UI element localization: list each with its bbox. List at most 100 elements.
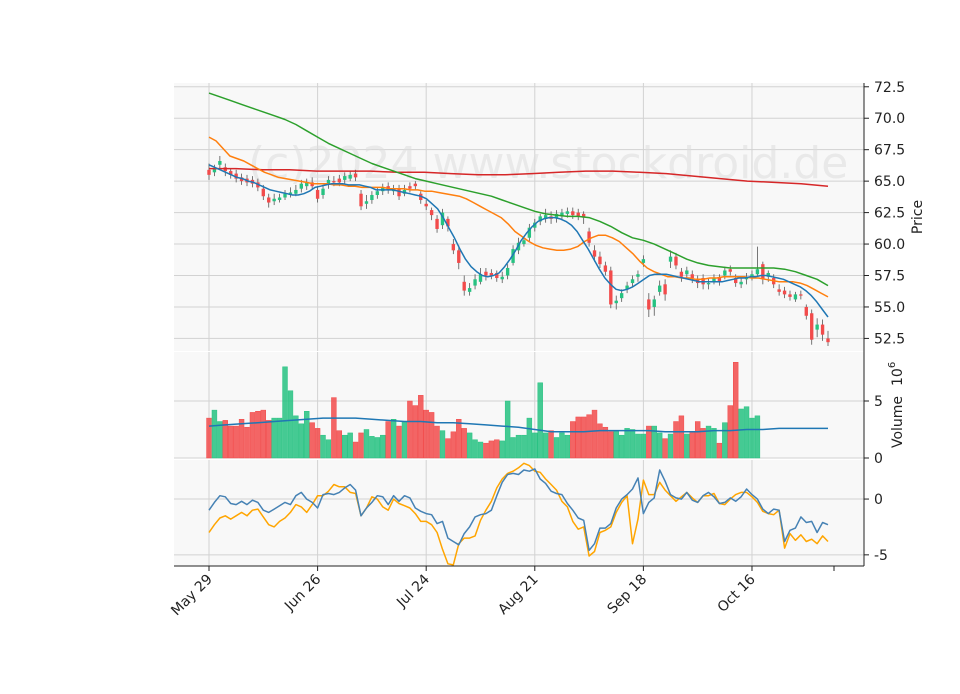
candle-body <box>810 313 814 340</box>
volume-bar <box>287 390 294 459</box>
volume-bar <box>705 425 712 459</box>
volume-bar <box>331 397 337 459</box>
candle-body <box>625 285 629 290</box>
candle-body <box>337 178 341 183</box>
volume-bar <box>667 433 674 459</box>
candle-body <box>717 278 722 282</box>
candle-body <box>793 294 798 300</box>
volume-bar <box>749 417 755 459</box>
candle-body <box>598 256 602 265</box>
volume-bar <box>575 416 581 459</box>
candle-body <box>343 176 347 180</box>
price-tick-label: 65.0 <box>874 174 905 190</box>
candle-body <box>668 256 673 262</box>
volume-bar <box>564 434 571 459</box>
volume-bar <box>618 434 625 459</box>
volume-bar <box>602 426 609 459</box>
candle-body <box>294 189 298 194</box>
candle-body <box>370 194 374 201</box>
volume-bar <box>363 429 370 459</box>
volume-bar <box>477 441 484 459</box>
candle-body <box>348 174 352 179</box>
oscillator-blue-line <box>208 468 829 552</box>
volume-exponent-label: 106 <box>887 362 906 386</box>
candle-body <box>283 193 287 198</box>
candle-body <box>315 189 320 199</box>
candle-body <box>674 256 678 266</box>
volume-bar <box>380 434 386 459</box>
candle-body <box>663 284 667 295</box>
price-axis-label: Price <box>910 200 926 234</box>
volume-bar <box>537 382 543 459</box>
volume-bar <box>743 406 750 459</box>
price-tick-label: 52.5 <box>874 331 905 347</box>
candle-body <box>636 274 640 277</box>
volume-bar <box>515 434 522 459</box>
volume-bar <box>553 437 560 459</box>
volume-bar <box>450 431 457 459</box>
volume-bar <box>727 405 733 459</box>
x-tick-label: May 29 <box>168 572 216 620</box>
candle-body <box>592 250 597 257</box>
candle-body <box>261 188 265 197</box>
volume-bar <box>504 400 511 459</box>
candle-body <box>761 264 765 280</box>
volume-bar <box>309 422 315 459</box>
volume-bar <box>385 421 391 459</box>
volume-bar <box>217 421 223 459</box>
panel-backgrounds <box>174 83 864 566</box>
candle-body <box>272 198 276 202</box>
volume-bar <box>694 421 701 459</box>
candle-body <box>429 210 434 216</box>
oscillator-panel-bg <box>174 460 864 566</box>
candle-body <box>310 182 314 187</box>
candle-body <box>299 183 303 189</box>
candle-body <box>218 161 222 165</box>
candle-body <box>467 288 472 292</box>
volume-bar <box>423 409 429 459</box>
candle-body <box>451 244 456 251</box>
volume-bar <box>499 440 505 459</box>
price-tick-label: 70.0 <box>874 111 905 127</box>
volume-bar <box>266 420 272 459</box>
volume-bar <box>646 425 652 459</box>
candle-body <box>321 188 325 195</box>
candle-body <box>234 173 238 179</box>
volume-bar <box>271 417 277 459</box>
candle-body <box>375 191 380 195</box>
volume-axis-label: Volume <box>890 396 906 448</box>
volume-bar <box>754 415 761 459</box>
volume-bar <box>206 417 212 459</box>
candle-body <box>495 272 499 279</box>
volume-bar <box>591 409 598 459</box>
candle-body <box>440 212 445 226</box>
candle-body <box>652 299 656 307</box>
volume-bar <box>461 428 467 459</box>
candle-body <box>799 294 803 296</box>
candle-body <box>229 171 233 175</box>
candle-body <box>614 300 618 304</box>
volume-bar <box>255 411 261 459</box>
volume-bar <box>673 421 679 459</box>
volume-bar <box>662 438 668 459</box>
volume-bar <box>532 432 538 459</box>
volume-bar <box>488 440 495 459</box>
volume-bar <box>640 433 647 459</box>
candle-body <box>364 201 369 204</box>
candle-body <box>755 269 760 275</box>
candle-body <box>457 250 461 263</box>
candle-body <box>413 183 418 187</box>
candle-body <box>815 324 819 330</box>
volume-bar <box>483 442 489 459</box>
candle-body <box>734 278 738 284</box>
candle-body <box>788 294 792 297</box>
volume-bar <box>629 429 636 459</box>
volume-bar <box>689 431 695 459</box>
volume-bar <box>325 439 332 459</box>
price-tick-label: 72.5 <box>874 80 905 96</box>
volume-bar <box>396 425 402 459</box>
volume-bar <box>656 432 663 459</box>
x-tick-label: Jun 26 <box>281 571 324 614</box>
candle-body <box>277 197 282 201</box>
candle-body <box>782 290 787 295</box>
